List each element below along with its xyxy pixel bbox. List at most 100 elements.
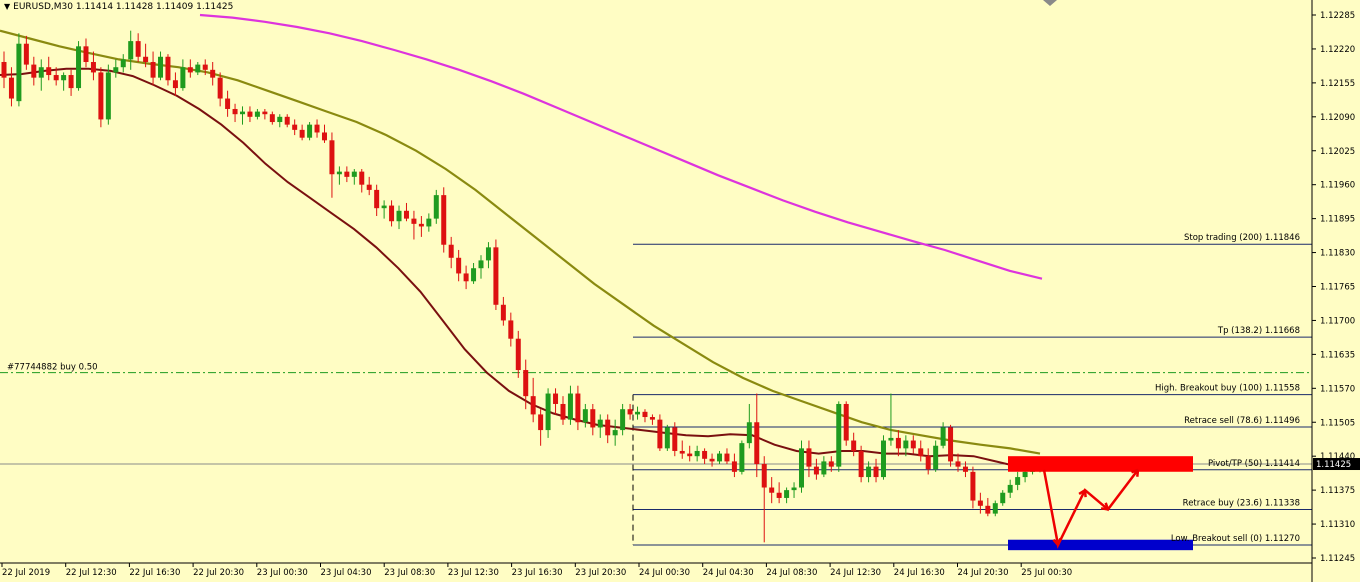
candle-body: [679, 450, 685, 454]
buy-zone-rect: [1008, 539, 1193, 551]
candle-body: [1015, 477, 1021, 485]
candle-body: [247, 111, 253, 117]
candle-body: [530, 396, 536, 415]
candle-body: [426, 218, 432, 227]
candle: [418, 216, 424, 237]
candle-body: [508, 320, 514, 339]
price-tick-label: 1.11570: [1320, 384, 1355, 394]
candle: [53, 67, 59, 86]
candle-body: [314, 124, 320, 133]
candle: [672, 422, 678, 457]
candle-body: [172, 80, 178, 89]
candle-body: [940, 427, 946, 446]
candle: [217, 72, 223, 107]
time-tick-label: 25 Jul 00:30: [1021, 568, 1072, 578]
candle: [635, 406, 641, 420]
price-tick-label: 1.12285: [1320, 11, 1355, 21]
candle-body: [389, 205, 395, 222]
current-price-tag: [1313, 458, 1360, 471]
candle: [76, 41, 82, 91]
projection-path: [1042, 469, 1139, 549]
candle-body: [843, 403, 849, 441]
candle: [61, 72, 67, 91]
candle-body: [948, 427, 954, 462]
candle: [23, 35, 29, 70]
candle: [508, 312, 514, 347]
candle: [553, 388, 559, 415]
time-tick-label: 24 Jul 20:30: [958, 568, 1009, 578]
candle: [374, 184, 380, 217]
candle-body: [642, 411, 648, 418]
candle-body: [962, 466, 968, 472]
candle-body: [836, 403, 842, 467]
candle-body: [135, 41, 141, 57]
time-tick-label: 23 Jul 20:30: [575, 568, 626, 578]
candle: [195, 61, 201, 76]
candle-body: [985, 505, 991, 514]
candle: [1007, 479, 1013, 498]
zones-layer: [1008, 456, 1193, 551]
moving-averages-layer: [0, 13, 1043, 471]
candle-body: [605, 419, 611, 436]
candle-body: [769, 487, 775, 493]
level-label: Low. Breakout sell (0) 1.11270: [1171, 534, 1300, 544]
scroll-marker-icon[interactable]: [1043, 0, 1057, 6]
candle: [567, 385, 573, 425]
candle: [515, 330, 521, 378]
candle: [359, 169, 365, 193]
order-label: #77744882 buy 0.50: [7, 363, 98, 373]
candle-body: [493, 247, 499, 305]
candle-body: [664, 427, 670, 449]
level-label: Pivot/TP (50) 1.11414: [1208, 459, 1300, 469]
candle-body: [858, 450, 864, 478]
candle: [985, 497, 991, 517]
candle: [269, 111, 275, 125]
candle-body: [933, 445, 939, 470]
price-tick-label: 1.11245: [1320, 554, 1355, 564]
candle-body: [374, 189, 380, 209]
triangle-down-icon[interactable]: ▼: [4, 2, 11, 11]
candle: [538, 409, 544, 446]
candle: [8, 67, 14, 107]
candle: [344, 166, 350, 183]
ma-slow-line: [199, 13, 1043, 280]
candle-body: [180, 67, 186, 89]
candle: [254, 108, 260, 120]
candle: [642, 409, 648, 423]
candle: [769, 477, 775, 504]
candle-body: [1000, 492, 1006, 504]
time-tick-label: 24 Jul 08:30: [766, 568, 817, 578]
candle-body: [806, 448, 812, 467]
candle-body: [76, 46, 82, 89]
candle: [120, 54, 126, 73]
candle: [977, 492, 983, 514]
candle: [940, 422, 946, 449]
candle-body: [567, 393, 573, 420]
candle: [761, 456, 767, 543]
time-tick-label: 22 Jul 20:30: [193, 568, 244, 578]
candle: [500, 296, 506, 326]
candle-body: [620, 409, 626, 431]
candle: [605, 414, 611, 444]
candle-body: [299, 129, 305, 138]
candle-body: [1, 61, 7, 78]
candle-body: [955, 461, 961, 467]
price-tick-label: 1.11830: [1320, 249, 1355, 259]
candle: [396, 205, 402, 230]
price-tick-label: 1.11505: [1320, 418, 1355, 428]
level-label: Tp (138.2) 1.11668: [1217, 326, 1300, 336]
candle: [210, 61, 216, 86]
candle-body: [560, 403, 566, 420]
time-tick-label: 23 Jul 00:30: [257, 568, 308, 578]
symbol-line: EURUSD,M30 1.11414 1.11428 1.11409 1.114…: [13, 2, 234, 12]
candle-body: [575, 393, 581, 423]
price-tick-label: 1.12155: [1320, 79, 1355, 89]
candle-body: [38, 67, 44, 78]
candle-body: [776, 492, 782, 498]
price-tick-label: 1.12090: [1320, 113, 1355, 123]
candle-body: [120, 59, 126, 68]
time-tick-label: 22 Jul 12:30: [66, 568, 117, 578]
candle-body: [143, 56, 149, 62]
